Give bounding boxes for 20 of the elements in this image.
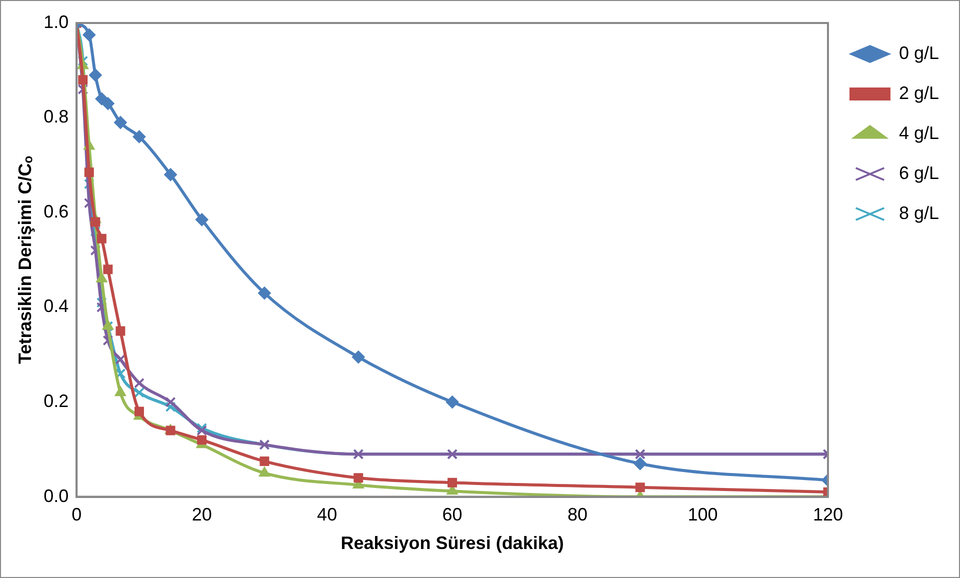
x-tick-label: 100 — [688, 504, 718, 525]
x-tick-label: 120 — [812, 504, 843, 525]
y-axis-title: Tetrasiklin Derişimi C/Cₒ — [14, 156, 35, 364]
x-axis-title: Reaksiyon Süresi (dakika) — [340, 533, 564, 554]
x-tick-label: 0 — [72, 504, 82, 525]
x-tick-label: 60 — [442, 504, 462, 525]
y-tick-label: 0.0 — [44, 486, 69, 506]
x-tick-label: 20 — [192, 504, 212, 525]
legend-label: 8 g/L — [898, 202, 940, 223]
x-tick-label: 80 — [568, 504, 588, 525]
y-tick-label: 0.6 — [44, 201, 69, 222]
y-tick-label: 0.4 — [44, 296, 69, 316]
legend-label: 2 g/L — [898, 82, 940, 103]
legend-label: 0 g/L — [898, 42, 940, 63]
y-tick-label: 1.0 — [44, 12, 69, 32]
legend-label: 4 g/L — [898, 122, 940, 143]
y-tick-label: 0.2 — [44, 391, 69, 412]
legend-label: 6 g/L — [898, 162, 940, 183]
x-tick-label: 40 — [317, 504, 338, 525]
y-tick-label: 0.8 — [44, 106, 69, 127]
